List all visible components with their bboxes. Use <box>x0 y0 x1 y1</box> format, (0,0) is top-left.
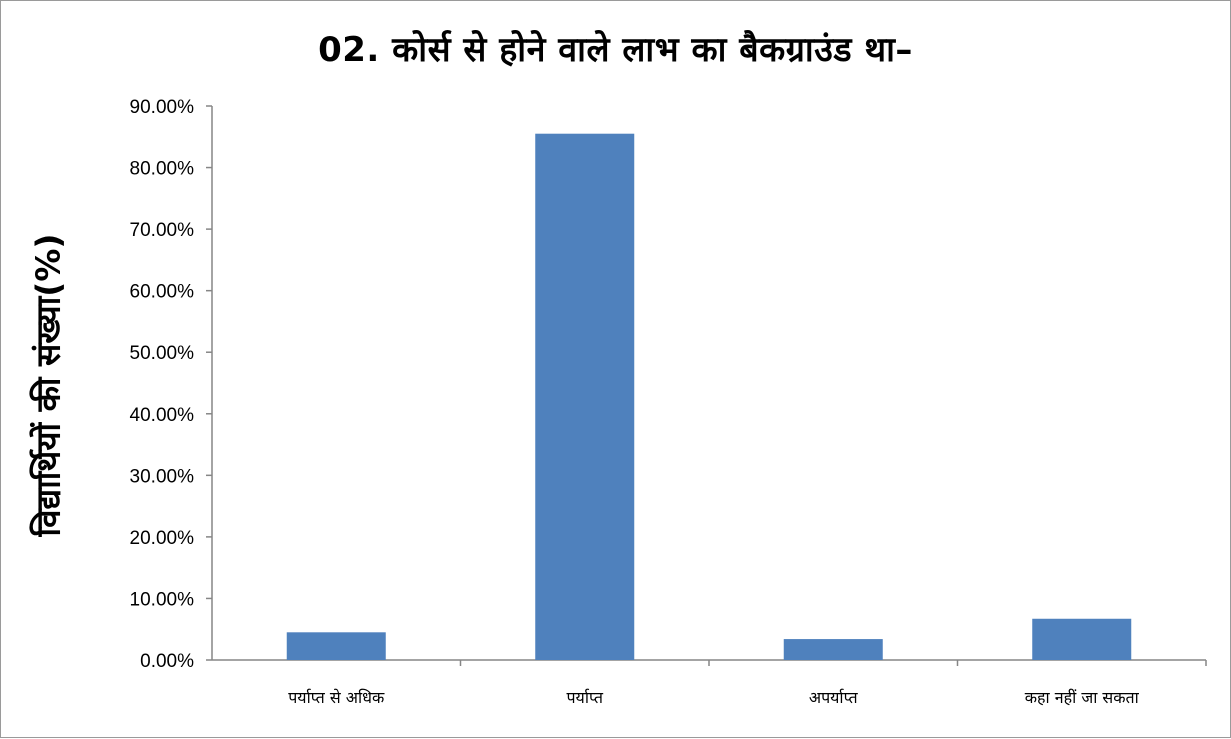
y-tick-label: 40.00% <box>130 405 195 426</box>
bars <box>286 133 1132 660</box>
y-tick-label: 90.00% <box>130 97 195 118</box>
y-tick-label: 80.00% <box>130 159 195 180</box>
y-tick-label: 0.00% <box>140 651 194 672</box>
y-tick-label: 10.00% <box>130 589 195 610</box>
x-category-label: अपर्याप्त <box>809 688 859 707</box>
bar <box>783 639 883 660</box>
x-axis-categories: पर्याप्त से अधिक पर्याप्त अपर्याप्त कहा नही… <box>288 660 1207 707</box>
y-tick-label: 70.00% <box>130 220 195 241</box>
bar <box>1032 618 1132 660</box>
bar <box>286 632 386 660</box>
y-tick-label: 30.00% <box>130 466 195 487</box>
y-tick-label: 20.00% <box>130 528 195 549</box>
x-category-label: पर्याप्त से अधिक <box>288 688 385 707</box>
x-category-label: कहा नहीं जा सकता <box>1025 688 1140 707</box>
y-tick-label: 60.00% <box>130 282 195 303</box>
y-tick-label: 50.00% <box>130 343 195 364</box>
y-axis-ticks: 0.00% 10.00% 20.00% 30.00% 40.00% 50.00% 60.00… <box>130 97 212 672</box>
x-category-label: पर्याप्त <box>566 688 603 707</box>
chart-title: 02. कोर्स से होने वाले लाभ का बैकग्राउंड… <box>318 30 913 70</box>
bar <box>535 133 635 660</box>
